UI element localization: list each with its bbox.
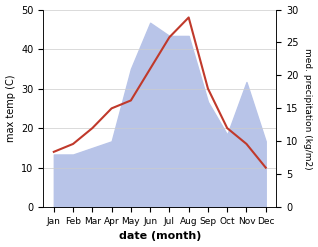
Y-axis label: med. precipitation (kg/m2): med. precipitation (kg/m2) (303, 48, 313, 169)
X-axis label: date (month): date (month) (119, 231, 201, 242)
Y-axis label: max temp (C): max temp (C) (5, 75, 16, 142)
